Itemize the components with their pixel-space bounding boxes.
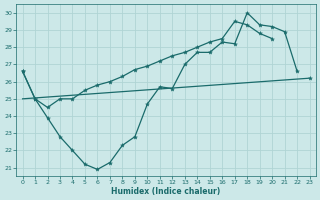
X-axis label: Humidex (Indice chaleur): Humidex (Indice chaleur) [111, 187, 221, 196]
